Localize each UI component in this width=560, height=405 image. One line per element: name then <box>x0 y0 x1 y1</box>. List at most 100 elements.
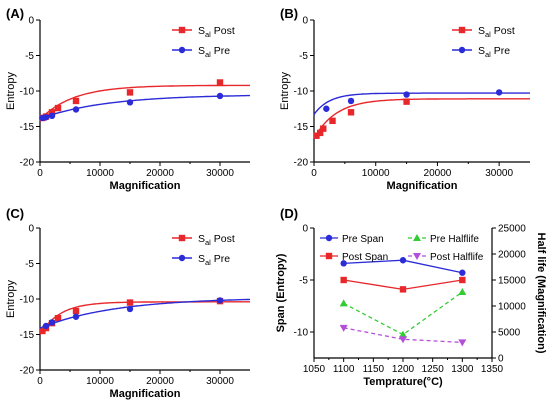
x-tick-label: 10000 <box>86 168 114 179</box>
series-line-2 <box>343 291 463 336</box>
x-tick-label: 10000 <box>362 168 390 179</box>
legend-sub: al <box>485 50 491 59</box>
x-tick-label: 1100 <box>333 364 355 375</box>
legend-label-0: Sal Post <box>198 25 235 39</box>
legend-suffix: Pre <box>211 253 230 265</box>
legend-marker <box>325 234 333 242</box>
y-tick-label: -5 <box>25 51 34 62</box>
panel-0: (A) 0 10000 20000 30000 -20 -15 -10 -5 0 Magnifica… <box>5 6 250 192</box>
y-tick-label-right: 10000 <box>498 302 526 313</box>
legend-marker <box>458 26 466 34</box>
y-axis-label: Entropy <box>279 72 291 110</box>
y-tick-label: -5 <box>25 259 34 270</box>
legend-label-0: Sal Post <box>198 233 235 247</box>
x-tick-label: 1050 <box>303 364 326 375</box>
y-tick-label: -15 <box>20 330 35 341</box>
x-tick-label: 1300 <box>451 364 474 375</box>
legend-marker <box>325 252 333 260</box>
fit-curve-0 <box>313 98 530 139</box>
panel-2: (C) 0 10000 20000 30000 -20 -15 -10 -5 0 Magnifica… <box>5 206 251 400</box>
data-point <box>320 125 327 132</box>
data-point <box>347 97 355 105</box>
y-tick-label: -15 <box>294 122 309 133</box>
data-point <box>403 91 410 98</box>
data-point <box>316 129 324 137</box>
x-axis-label: Magnification <box>387 180 458 192</box>
legend-main: S <box>198 45 205 57</box>
y-tick-label-right: 20000 <box>498 250 526 261</box>
data-point <box>399 330 407 338</box>
panel-label: (B) <box>280 6 298 21</box>
data-point <box>339 324 348 332</box>
legend-suffix: Post <box>491 25 515 37</box>
data-point <box>313 132 320 139</box>
data-point <box>339 299 348 307</box>
legend-marker <box>178 46 186 54</box>
data-point <box>459 269 466 276</box>
data-point <box>72 97 80 105</box>
x-tick-label: 20000 <box>146 168 174 179</box>
data-point <box>399 286 407 293</box>
x-tick-label: 1250 <box>422 364 445 375</box>
y-axis-right-label: Half life (Magnification) <box>535 233 547 354</box>
x-axis-label: Temprature(°C) <box>363 376 443 388</box>
x-tick-label: 0 <box>37 168 43 179</box>
fit-curve-1 <box>313 92 530 115</box>
data-point <box>48 109 56 116</box>
legend-label-1: Sal Pre <box>198 253 230 267</box>
legend-suffix: Post <box>211 25 235 37</box>
data-point <box>329 117 336 125</box>
panel-label: (C) <box>6 206 24 221</box>
x-tick-label: 1200 <box>392 364 415 375</box>
y-tick-label: -10 <box>20 295 35 306</box>
data-point <box>458 339 467 347</box>
x-tick-label: 30000 <box>485 168 513 179</box>
panel-1: (B) 0 10000 20000 30000 -20 -15 -10 -5 0 Magnifica… <box>279 6 530 192</box>
legend-suffix: Pre <box>211 45 230 57</box>
x-tick-label: 20000 <box>424 168 452 179</box>
series-line-3 <box>343 327 463 344</box>
data-point <box>126 99 134 106</box>
data-point <box>458 287 467 295</box>
legend-label-1: Post Span <box>342 252 388 263</box>
data-point <box>495 89 503 96</box>
legend-sub: al <box>205 238 211 247</box>
x-tick-label: 30000 <box>206 376 234 387</box>
legend-sub: al <box>205 50 211 59</box>
data-point <box>347 109 355 116</box>
y-tick-label-right: 5000 <box>498 328 521 339</box>
panel-3: (D) 1050 1100 1150 1200 1250 1300 1350 -10 -5 0 Tem… <box>275 206 547 388</box>
y-tick-label: 0 <box>302 224 308 235</box>
y-tick-label: -15 <box>20 122 35 133</box>
x-tick-label: 0 <box>311 168 317 179</box>
legend-marker <box>178 254 186 262</box>
data-point <box>126 89 134 96</box>
y-tick-label: -5 <box>299 276 308 287</box>
x-tick-label: 20000 <box>146 376 174 387</box>
x-axis-label: Magnification <box>110 388 181 400</box>
x-tick-label: 1350 <box>481 364 504 375</box>
legend-marker <box>413 253 421 260</box>
data-point <box>48 319 56 326</box>
y-axis-label: Entropy <box>5 72 17 110</box>
data-point <box>399 257 407 264</box>
legend-label-1: Sal Pre <box>198 45 230 59</box>
y-tick-label: 0 <box>28 224 34 235</box>
x-tick-label: 10000 <box>86 376 114 387</box>
x-tick-label: 30000 <box>206 168 234 179</box>
y-tick-label: -5 <box>299 51 308 62</box>
data-point <box>48 112 56 120</box>
data-point <box>403 98 410 105</box>
y-tick-label-right: 15000 <box>498 276 526 287</box>
data-point <box>72 313 80 320</box>
legend-main: S <box>478 45 485 57</box>
y-tick-label-right: 25000 <box>498 224 526 235</box>
y-tick-label: -10 <box>294 328 309 339</box>
data-point <box>340 260 347 267</box>
y-tick-label: -20 <box>20 366 35 377</box>
legend-label-0: Pre Span <box>342 234 384 245</box>
legend-sub: al <box>485 30 491 39</box>
x-axis-label: Magnification <box>110 180 181 192</box>
panel-label: (D) <box>280 206 298 221</box>
